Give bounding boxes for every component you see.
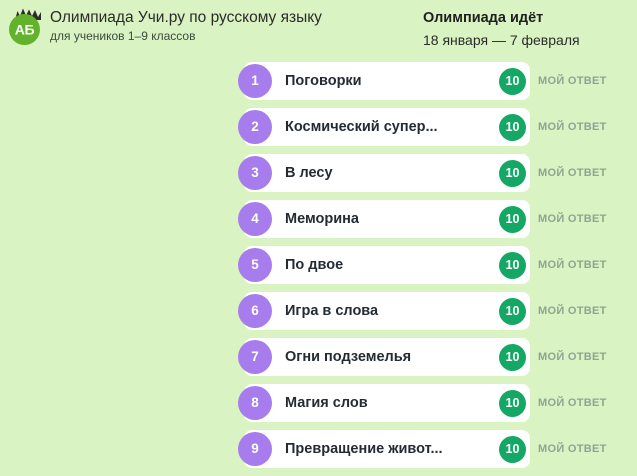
page-header: АБ Олимпиада Учи.ру по русскому языку дл…	[0, 0, 637, 55]
task-row[interactable]: 4 Меморина 10 МОЙ ОТВЕТ	[0, 200, 637, 238]
task-row[interactable]: 5 По двое 10 МОЙ ОТВЕТ	[0, 246, 637, 284]
task-row[interactable]: 6 Игра в слова 10 МОЙ ОТВЕТ	[0, 292, 637, 330]
task-index-badge: 1	[238, 64, 272, 98]
logo: АБ	[7, 8, 45, 46]
task-card[interactable]	[244, 246, 530, 284]
task-index-badge: 9	[238, 432, 272, 466]
task-title[interactable]: Космический супер...	[285, 119, 438, 135]
task-score-badge: 10	[499, 390, 526, 417]
task-row[interactable]: 3 В лесу 10 МОЙ ОТВЕТ	[0, 154, 637, 192]
task-index-badge: 2	[238, 110, 272, 144]
task-index-badge: 5	[238, 248, 272, 282]
task-card[interactable]	[244, 430, 530, 468]
task-title[interactable]: Огни подземелья	[285, 349, 412, 365]
task-title[interactable]: По двое	[285, 257, 344, 273]
page-subtitle: для учеников 1–9 классов	[50, 29, 196, 43]
my-answer-link[interactable]: МОЙ ОТВЕТ	[538, 167, 607, 179]
task-index-badge: 4	[238, 202, 272, 236]
task-score-badge: 10	[499, 252, 526, 279]
status-dates: 18 января — 7 февраля	[423, 32, 580, 48]
task-card[interactable]	[244, 62, 530, 100]
my-answer-link[interactable]: МОЙ ОТВЕТ	[538, 259, 607, 271]
olympiad-status: Олимпиада идёт 18 января — 7 февраля	[423, 7, 619, 50]
my-answer-link[interactable]: МОЙ ОТВЕТ	[538, 351, 607, 363]
task-row[interactable]: 9 Превращение живот... 10 МОЙ ОТВЕТ	[0, 430, 637, 468]
logo-letters: АБ	[14, 21, 35, 37]
task-title[interactable]: Меморина	[285, 211, 359, 227]
task-card[interactable]	[244, 338, 530, 376]
my-answer-link[interactable]: МОЙ ОТВЕТ	[538, 397, 607, 409]
task-index-badge: 3	[238, 156, 272, 190]
task-card[interactable]	[244, 292, 530, 330]
task-score-badge: 10	[499, 68, 526, 95]
task-score-badge: 10	[499, 206, 526, 233]
task-score-badge: 10	[499, 436, 526, 463]
task-card[interactable]	[244, 154, 530, 192]
task-index-badge: 6	[238, 294, 272, 328]
task-score-badge: 10	[499, 298, 526, 325]
my-answer-link[interactable]: МОЙ ОТВЕТ	[538, 213, 607, 225]
task-row[interactable]: 7 Огни подземелья 10 МОЙ ОТВЕТ	[0, 338, 637, 376]
task-title[interactable]: Магия слов	[285, 395, 368, 411]
my-answer-link[interactable]: МОЙ ОТВЕТ	[538, 305, 607, 317]
task-row[interactable]: 8 Магия слов 10 МОЙ ОТВЕТ	[0, 384, 637, 422]
page-title: Олимпиада Учи.ру по русскому языку	[50, 9, 322, 26]
task-title[interactable]: Поговорки	[285, 73, 362, 89]
my-answer-link[interactable]: МОЙ ОТВЕТ	[538, 443, 607, 455]
logo-circle: АБ	[9, 14, 40, 45]
task-card[interactable]	[244, 384, 530, 422]
my-answer-link[interactable]: МОЙ ОТВЕТ	[538, 121, 607, 133]
task-title[interactable]: Превращение живот...	[285, 441, 443, 457]
my-answer-link[interactable]: МОЙ ОТВЕТ	[538, 75, 607, 87]
task-list: 1 Поговорки 10 МОЙ ОТВЕТ 2 Космический супер.…	[0, 62, 637, 476]
header-titles: Олимпиада Учи.ру по русскому языку для у…	[50, 7, 423, 44]
status-badge: Олимпиада идёт	[423, 10, 544, 26]
task-index-badge: 8	[238, 386, 272, 420]
task-score-badge: 10	[499, 114, 526, 141]
task-score-badge: 10	[499, 160, 526, 187]
task-row[interactable]: 1 Поговорки 10 МОЙ ОТВЕТ	[0, 62, 637, 100]
task-index-badge: 7	[238, 340, 272, 374]
task-card[interactable]	[244, 200, 530, 238]
task-title[interactable]: В лесу	[285, 165, 333, 181]
task-title[interactable]: Игра в слова	[285, 303, 379, 319]
task-score-badge: 10	[499, 344, 526, 371]
task-card[interactable]	[244, 108, 530, 146]
task-row[interactable]: 2 Космический супер... 10 МОЙ ОТВЕТ	[0, 108, 637, 146]
